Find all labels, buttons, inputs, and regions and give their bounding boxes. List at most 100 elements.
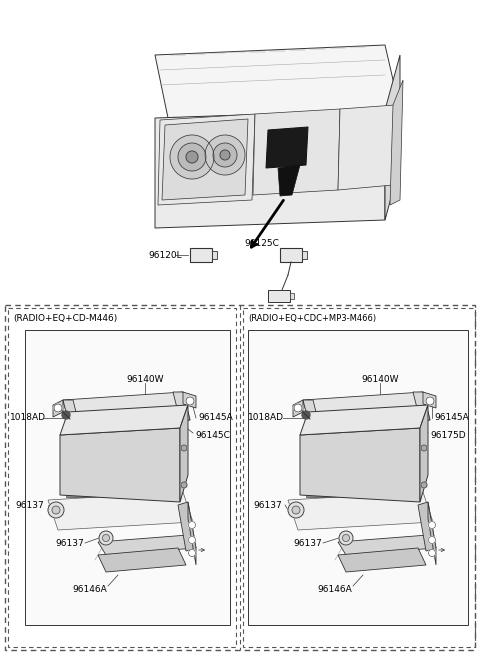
Circle shape bbox=[181, 482, 187, 488]
Circle shape bbox=[189, 550, 195, 556]
Polygon shape bbox=[63, 400, 80, 428]
Bar bbox=[348, 468, 362, 476]
Polygon shape bbox=[278, 165, 300, 196]
Circle shape bbox=[339, 531, 353, 545]
Polygon shape bbox=[180, 405, 188, 502]
Polygon shape bbox=[188, 502, 196, 565]
Circle shape bbox=[426, 397, 434, 405]
Polygon shape bbox=[338, 548, 426, 572]
Circle shape bbox=[343, 535, 349, 541]
Bar bbox=[66, 492, 156, 497]
Bar bbox=[128, 468, 142, 476]
Polygon shape bbox=[338, 535, 436, 555]
Polygon shape bbox=[300, 428, 420, 502]
Bar bbox=[128, 480, 142, 486]
Text: 96137: 96137 bbox=[15, 501, 44, 510]
Polygon shape bbox=[293, 400, 303, 417]
Circle shape bbox=[103, 535, 109, 541]
Bar bbox=[148, 480, 162, 486]
Bar bbox=[328, 480, 342, 486]
Bar bbox=[388, 480, 402, 486]
Bar bbox=[243, 308, 475, 647]
Polygon shape bbox=[385, 55, 400, 220]
Circle shape bbox=[421, 445, 427, 451]
Text: 96137: 96137 bbox=[293, 539, 322, 548]
Circle shape bbox=[62, 411, 70, 419]
Bar bbox=[88, 468, 102, 476]
Circle shape bbox=[205, 135, 245, 175]
Polygon shape bbox=[178, 502, 196, 551]
Text: 96146A: 96146A bbox=[72, 586, 108, 594]
Bar bbox=[308, 468, 322, 476]
Circle shape bbox=[213, 143, 237, 167]
Bar bbox=[5, 305, 475, 650]
Bar bbox=[303, 437, 417, 465]
Bar bbox=[63, 437, 177, 465]
Polygon shape bbox=[53, 400, 63, 417]
Bar bbox=[345, 115, 380, 127]
Polygon shape bbox=[162, 119, 248, 200]
Bar bbox=[8, 308, 236, 647]
Bar bbox=[148, 468, 162, 476]
Polygon shape bbox=[303, 392, 430, 428]
Bar bbox=[88, 480, 102, 486]
Bar bbox=[212, 251, 217, 259]
Text: 1018AD: 1018AD bbox=[10, 413, 46, 422]
Polygon shape bbox=[60, 428, 180, 502]
Polygon shape bbox=[183, 392, 196, 408]
Bar bbox=[302, 251, 307, 259]
Circle shape bbox=[220, 150, 230, 160]
Circle shape bbox=[429, 550, 435, 556]
Polygon shape bbox=[423, 392, 436, 408]
Circle shape bbox=[99, 531, 113, 545]
Bar bbox=[306, 492, 396, 497]
Text: 96175D: 96175D bbox=[430, 430, 466, 440]
Circle shape bbox=[429, 522, 435, 529]
Bar bbox=[308, 480, 322, 486]
Circle shape bbox=[186, 151, 198, 163]
Polygon shape bbox=[60, 405, 188, 435]
Bar bbox=[368, 468, 382, 476]
Bar bbox=[345, 155, 380, 167]
Polygon shape bbox=[48, 492, 193, 530]
Polygon shape bbox=[173, 392, 190, 420]
Circle shape bbox=[189, 537, 195, 544]
Polygon shape bbox=[390, 80, 403, 205]
Polygon shape bbox=[155, 45, 400, 118]
Polygon shape bbox=[158, 114, 255, 205]
Polygon shape bbox=[63, 392, 190, 428]
Polygon shape bbox=[155, 110, 385, 228]
Text: 96145A: 96145A bbox=[434, 413, 469, 422]
Bar bbox=[108, 480, 122, 486]
Circle shape bbox=[189, 522, 195, 529]
Bar bbox=[388, 468, 402, 476]
Text: 96137: 96137 bbox=[55, 539, 84, 548]
Bar bbox=[350, 170, 385, 190]
Bar bbox=[248, 330, 468, 625]
Polygon shape bbox=[266, 127, 308, 168]
Polygon shape bbox=[428, 502, 436, 565]
Circle shape bbox=[48, 502, 64, 518]
Circle shape bbox=[421, 482, 427, 488]
Bar bbox=[108, 468, 122, 476]
Text: 96145A: 96145A bbox=[198, 413, 233, 422]
Bar bbox=[345, 135, 380, 147]
Polygon shape bbox=[420, 405, 428, 502]
Polygon shape bbox=[288, 492, 433, 530]
Bar bbox=[290, 293, 294, 299]
Text: 1018AD: 1018AD bbox=[248, 413, 284, 422]
Text: (RADIO+EQ+CD-M446): (RADIO+EQ+CD-M446) bbox=[13, 314, 117, 323]
Text: 96140W: 96140W bbox=[126, 375, 164, 384]
Bar bbox=[68, 480, 82, 486]
Text: 96140W: 96140W bbox=[361, 375, 399, 384]
Polygon shape bbox=[300, 405, 428, 435]
Circle shape bbox=[178, 143, 206, 171]
Text: 96120L: 96120L bbox=[148, 251, 181, 260]
Text: 96137: 96137 bbox=[253, 501, 282, 510]
Circle shape bbox=[294, 404, 302, 412]
Text: 96125C: 96125C bbox=[244, 239, 279, 249]
Bar bbox=[348, 480, 362, 486]
Bar bbox=[25, 330, 230, 625]
Polygon shape bbox=[98, 535, 196, 555]
Text: 96145C: 96145C bbox=[195, 430, 230, 440]
